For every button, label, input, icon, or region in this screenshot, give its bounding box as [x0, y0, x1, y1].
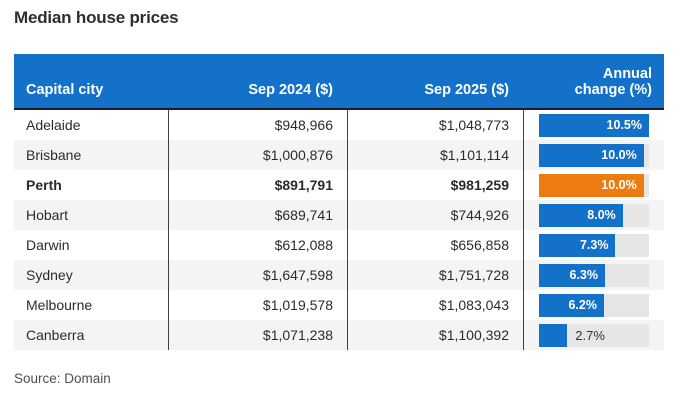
city-cell: Sydney	[26, 267, 73, 283]
sep2025-cell: $1,101,114	[347, 140, 523, 170]
change-cell: 8.0%	[523, 200, 664, 230]
header-annual-change: Annual change (%)	[523, 66, 664, 108]
sep2024-cell: $1,647,598	[168, 260, 347, 290]
change-label-outside: 2.7%	[575, 327, 605, 343]
table-row: Hobart $689,741 $744,926 8.0%	[14, 200, 664, 230]
sep2025-cell: $1,083,043	[347, 290, 523, 320]
sep2024-cell: $948,966	[168, 110, 347, 140]
page-title: Median house prices	[14, 8, 179, 27]
change-label: 10.0%	[601, 148, 637, 162]
change-cell: 2.7%	[523, 320, 664, 350]
bar-track: 10.5%	[539, 113, 649, 137]
table-row: Perth $891,791 $981,259 10.0%	[14, 170, 664, 200]
sep2025-cell: $981,259	[347, 170, 523, 200]
change-bar: 10.0%	[539, 173, 644, 197]
change-label: 10.5%	[606, 118, 642, 132]
change-cell: 10.0%	[523, 170, 664, 200]
change-label: 6.2%	[568, 298, 597, 312]
change-cell: 10.5%	[523, 110, 664, 140]
change-label: 6.3%	[569, 268, 599, 282]
table-row: Melbourne $1,019,578 $1,083,043 6.2%	[14, 290, 664, 320]
city-cell: Adelaide	[26, 117, 81, 133]
source-note: Source: Domain	[14, 371, 111, 386]
sep2025-cell: $1,048,773	[347, 110, 523, 140]
change-cell: 6.3%	[523, 260, 664, 290]
city-cell: Hobart	[26, 207, 69, 223]
change-bar: 7.3%	[539, 233, 616, 257]
bar-track: 10.0%	[539, 143, 649, 167]
change-cell: 7.3%	[523, 230, 664, 260]
bar-track: 7.3%	[539, 233, 649, 257]
header-capital-city: Capital city	[26, 82, 104, 99]
change-cell: 6.2%	[523, 290, 664, 320]
table-row: Darwin $612,088 $656,858 7.3%	[14, 230, 664, 260]
table-header: Capital city Sep 2024 ($) Sep 2025 ($) A…	[14, 54, 664, 110]
sep2025-cell: $744,926	[347, 200, 523, 230]
bar-track: 8.0%	[539, 203, 649, 227]
bar-track: 6.2%	[539, 293, 649, 317]
change-bar: 10.5%	[539, 113, 649, 137]
change-bar: 8.0%	[539, 203, 623, 227]
header-annual-line2: change (%)	[574, 82, 652, 99]
change-bar: 10.0%	[539, 143, 644, 167]
header-sep-2025: Sep 2025 ($)	[424, 82, 509, 99]
city-cell: Canberra	[26, 327, 85, 343]
sep2024-cell: $1,019,578	[168, 290, 347, 320]
change-label: 10.0%	[601, 178, 637, 192]
table-body: Adelaide $948,966 $1,048,773 10.5% Brisb…	[14, 110, 664, 350]
change-bar: 6.2%	[539, 293, 604, 317]
city-cell: Melbourne	[26, 297, 93, 313]
city-cell: Brisbane	[26, 147, 82, 163]
table-row: Canberra $1,071,238 $1,100,392 2.7%	[14, 320, 664, 350]
table-row: Brisbane $1,000,876 $1,101,114 10.0%	[14, 140, 664, 170]
price-table: Capital city Sep 2024 ($) Sep 2025 ($) A…	[14, 54, 664, 350]
header-annual-line1: Annual	[602, 65, 652, 82]
city-cell: Darwin	[26, 237, 70, 253]
header-sep-2024: Sep 2024 ($)	[248, 82, 333, 99]
table-row: Adelaide $948,966 $1,048,773 10.5%	[14, 110, 664, 140]
bar-track: 10.0%	[539, 173, 649, 197]
sep2025-cell: $656,858	[347, 230, 523, 260]
city-cell: Perth	[26, 177, 62, 193]
bar-track: 2.7%	[539, 323, 649, 347]
change-label: 8.0%	[587, 208, 616, 222]
sep2024-cell: $1,000,876	[168, 140, 347, 170]
change-cell: 10.0%	[523, 140, 664, 170]
change-bar: 6.3%	[539, 263, 605, 287]
sep2024-cell: $689,741	[168, 200, 347, 230]
sep2025-cell: $1,751,728	[347, 260, 523, 290]
sep2024-cell: $891,791	[168, 170, 347, 200]
change-label: 7.3%	[579, 238, 609, 252]
change-bar	[539, 323, 568, 347]
sep2024-cell: $612,088	[168, 230, 347, 260]
table-row: Sydney $1,647,598 $1,751,728 6.3%	[14, 260, 664, 290]
bar-track: 6.3%	[539, 263, 649, 287]
sep2025-cell: $1,100,392	[347, 320, 523, 350]
sep2024-cell: $1,071,238	[168, 320, 347, 350]
